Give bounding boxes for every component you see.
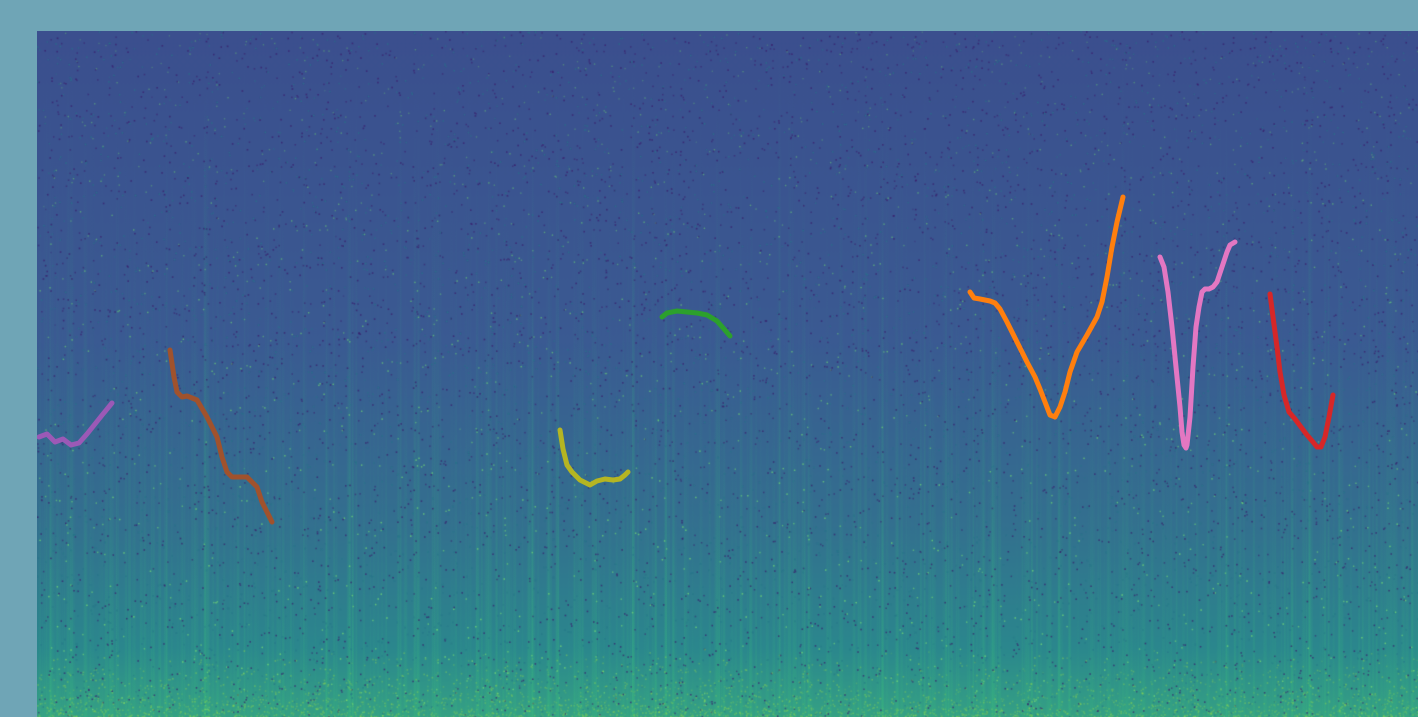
- contour-line-5: [967, 194, 1126, 420]
- contour-line-6: [1157, 239, 1238, 451]
- contour-plot-area: [37, 194, 1336, 525]
- contour-line-1: [37, 400, 115, 448]
- contour-line-4: [659, 308, 733, 339]
- contour-line-7: [1267, 291, 1336, 450]
- contour-line-2: [167, 347, 275, 525]
- contour-line-3: [557, 427, 631, 488]
- spectrogram-image: [37, 31, 1418, 717]
